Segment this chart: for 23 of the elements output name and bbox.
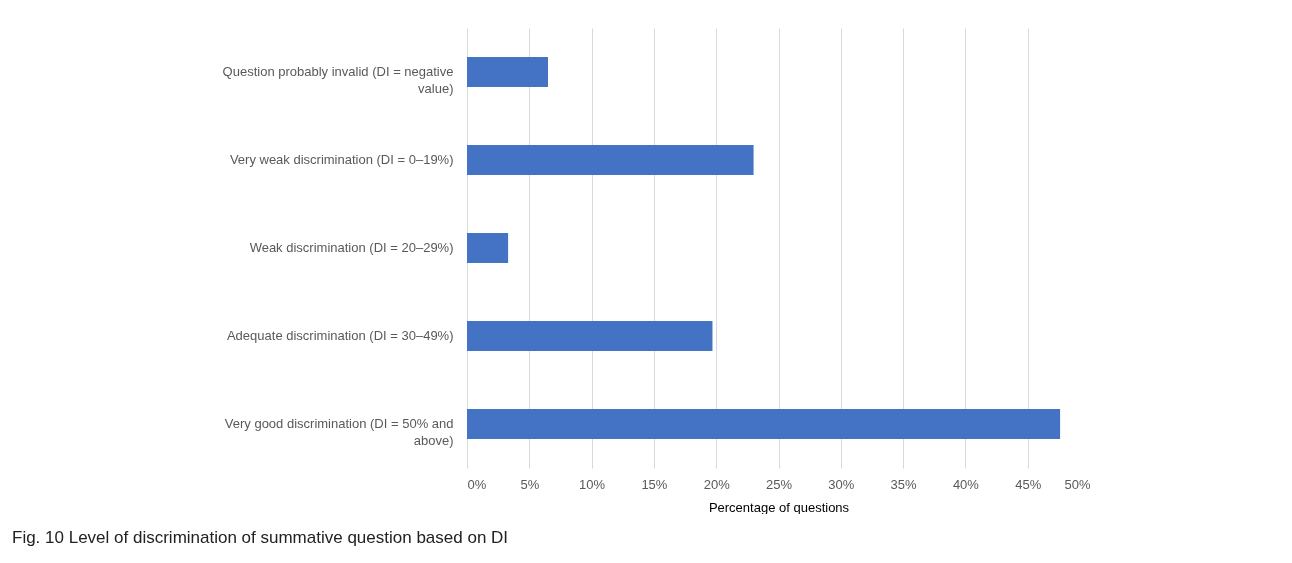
x-tick-label: 50% <box>1064 476 1091 492</box>
x-tick-label: 30% <box>828 476 855 492</box>
x-tick-label: 10% <box>579 476 606 492</box>
y-tick-label: Adequate discrimination (DI = 30–49%) <box>226 328 454 343</box>
x-tick-label: 20% <box>703 476 731 492</box>
bar <box>467 409 1061 439</box>
y-tick-label: Question probably invalid (DI = negative value) <box>222 64 454 96</box>
bar <box>467 321 713 351</box>
x-tick-label: 0% <box>467 476 487 492</box>
x-tick-label: 45% <box>1015 476 1042 492</box>
bar <box>467 233 509 263</box>
y-tick-label: Very weak discrimination (DI = 0–19%) <box>229 152 454 167</box>
x-tick-label: 25% <box>765 476 793 492</box>
bar <box>467 145 754 175</box>
x-tick-label: 40% <box>952 476 980 492</box>
caption: Fig. 10 Level of discrimination of summative question based on DI <box>12 528 509 548</box>
x-tick-label: 15% <box>641 476 668 492</box>
y-tick-label: Very good discrimination (DI = 50% and above) <box>224 416 454 448</box>
x-tick-label: 5% <box>520 476 540 492</box>
y-tick-label: Weak discrimination (DI = 20–29%) <box>249 240 454 255</box>
bar <box>467 57 548 87</box>
x-axis-title: Percentage of questions <box>708 499 850 515</box>
x-tick-label: 35% <box>890 476 918 492</box>
